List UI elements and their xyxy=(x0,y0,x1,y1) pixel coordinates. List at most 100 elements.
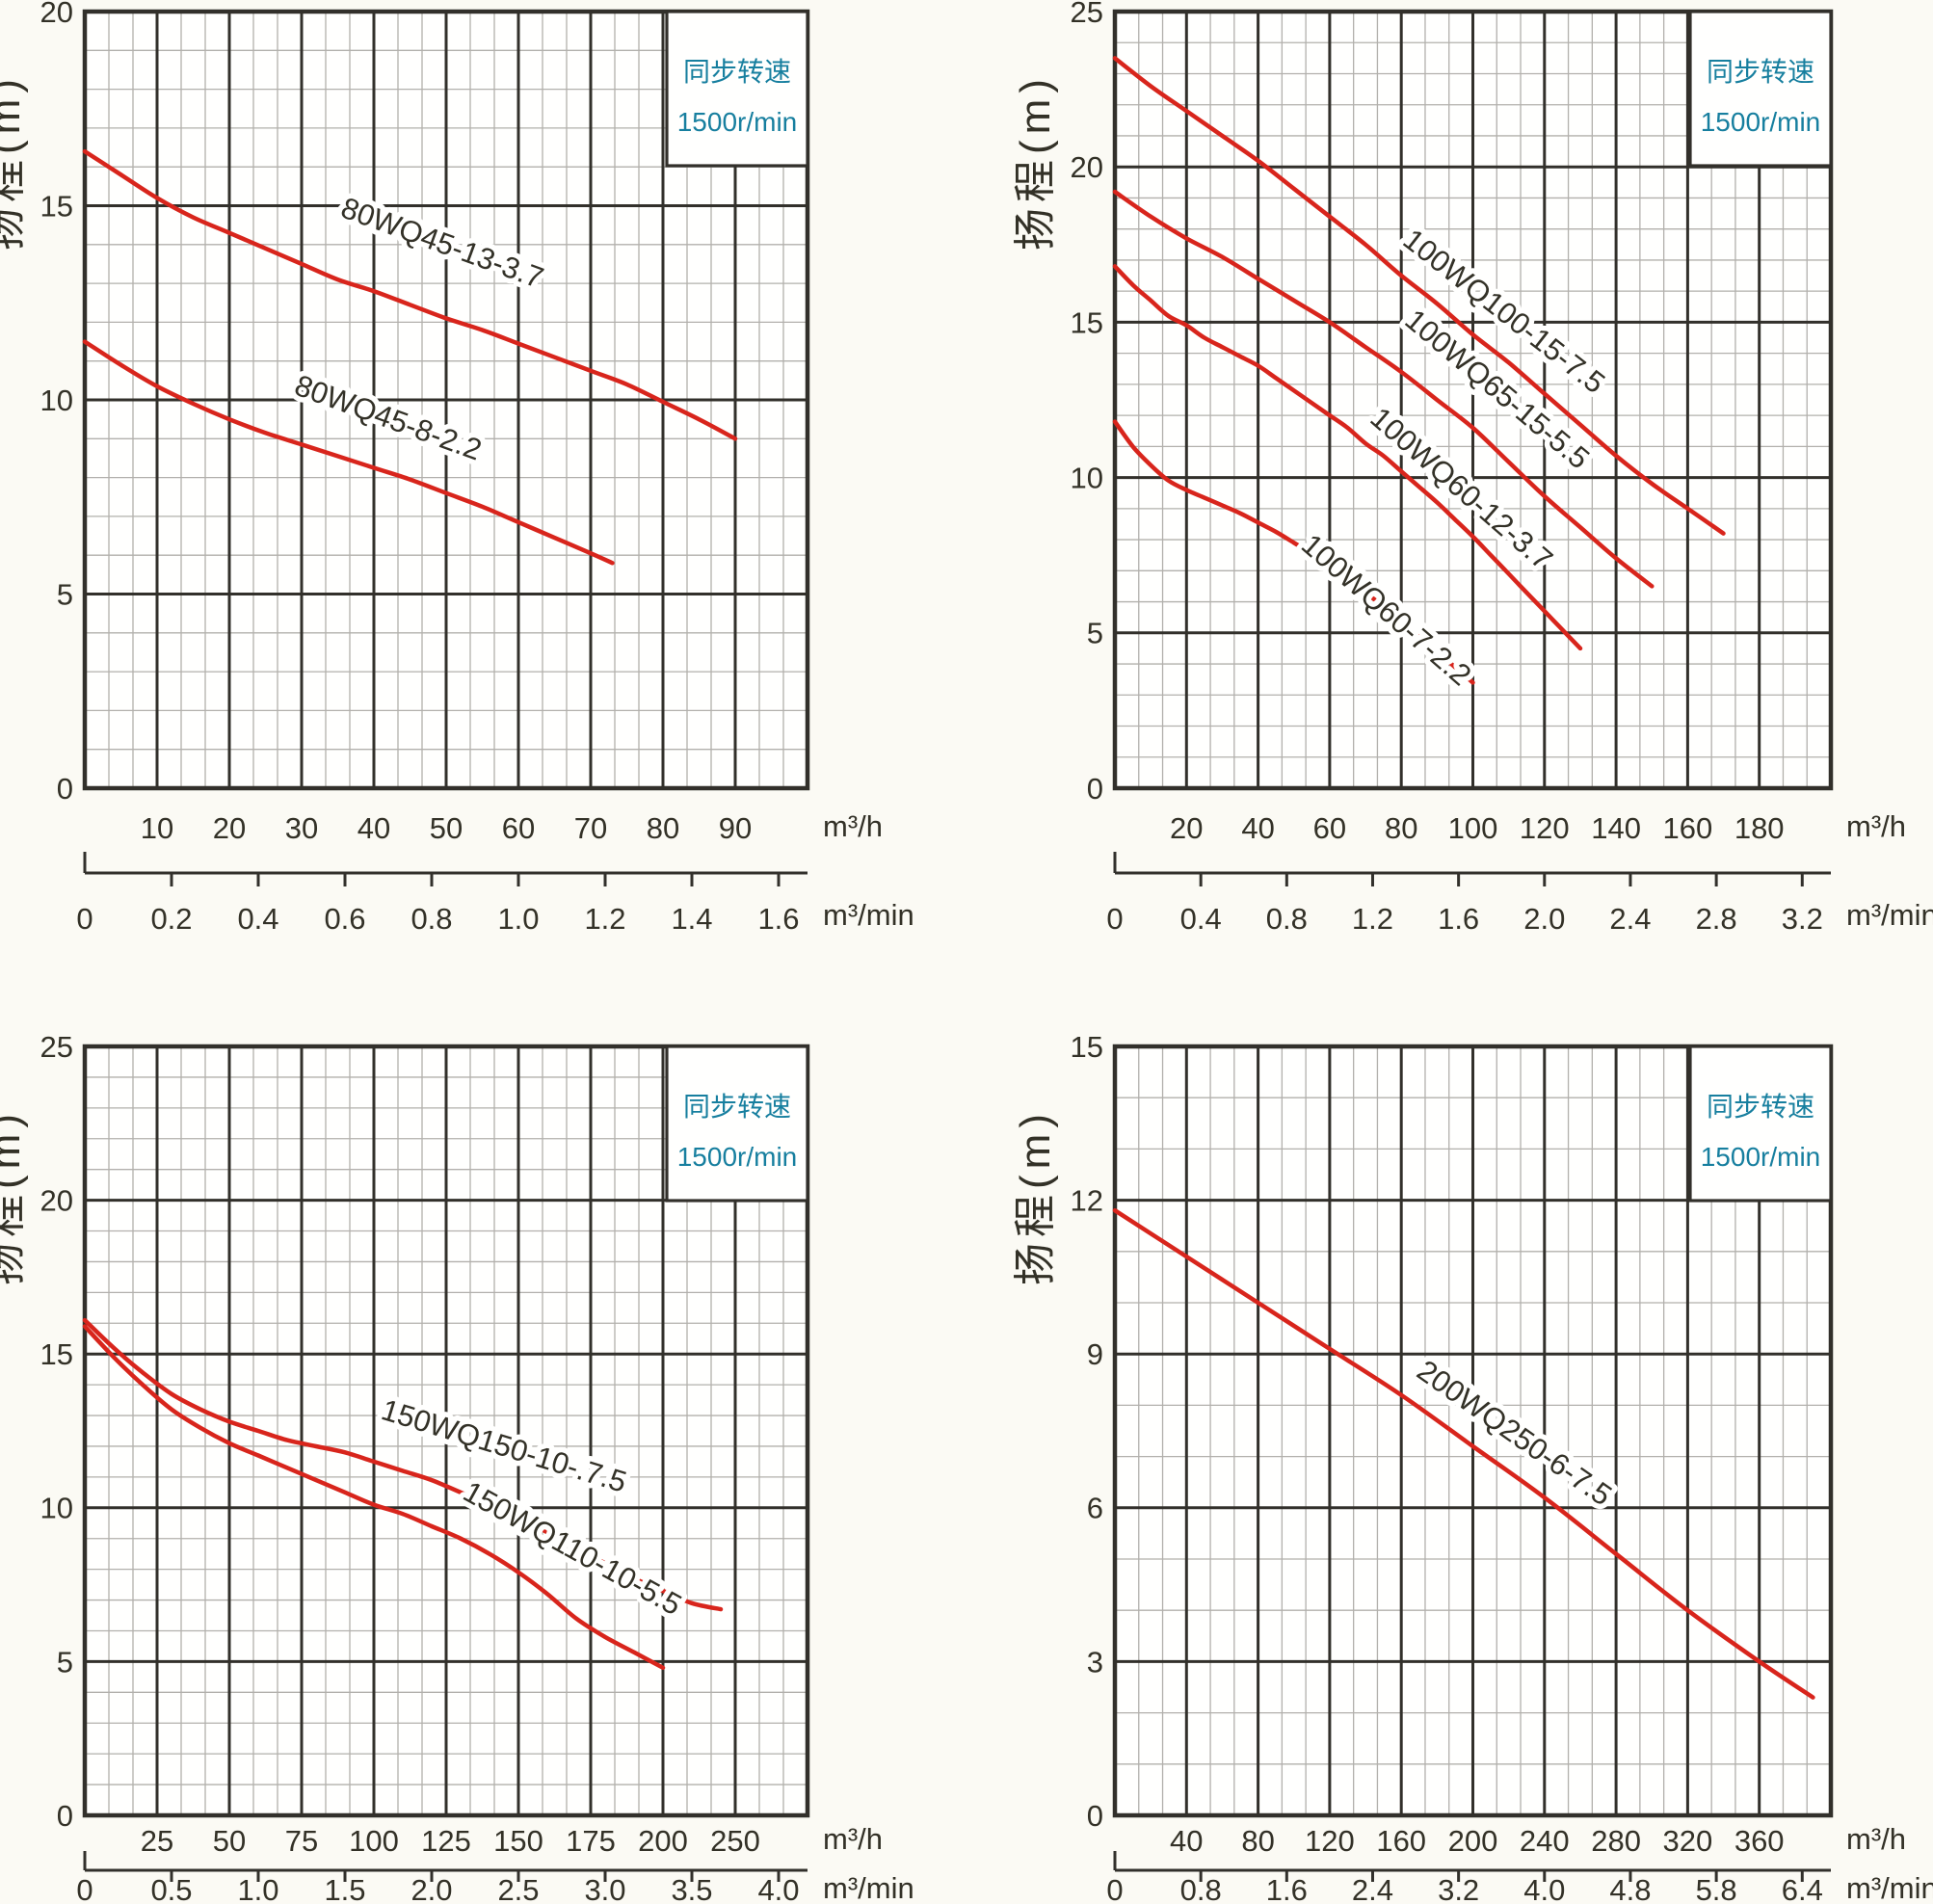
curve xyxy=(1112,419,1475,685)
y-tick-label: 5 xyxy=(57,1645,73,1679)
x-tick-label: 160 xyxy=(1663,811,1713,845)
x2-tick-label: 4.8 xyxy=(1609,1873,1651,1904)
y-tick-label: 0 xyxy=(57,1799,73,1833)
x2-tick-label: 2.8 xyxy=(1696,902,1737,936)
y-tick-label: 0 xyxy=(1087,772,1103,806)
x2-tick-label: 0 xyxy=(1106,1873,1123,1904)
y-tick-label: 15 xyxy=(40,1337,73,1371)
x2-tick-label: 0.8 xyxy=(410,902,452,936)
plot-border xyxy=(82,1044,810,1818)
y-tick-label: 15 xyxy=(1071,305,1103,339)
x-tick-label: 20 xyxy=(213,811,246,845)
plot-border xyxy=(1112,9,1834,791)
y-tick-label: 20 xyxy=(1071,150,1103,184)
grid-major xyxy=(1113,1045,1833,1817)
x-tick-label: 70 xyxy=(574,811,607,845)
curve xyxy=(82,1317,724,1612)
x2-tick-label: 4.0 xyxy=(1523,1873,1565,1904)
unit-m3min-label: m³/min xyxy=(823,898,914,932)
legend-line2: 1500r/min xyxy=(1701,107,1821,137)
y-tick-label: 12 xyxy=(1071,1183,1103,1217)
y-tick-label: 25 xyxy=(40,1030,73,1064)
x2-tick-label: 0.6 xyxy=(324,902,365,936)
y-tick-label: 15 xyxy=(1071,1030,1103,1064)
x2-tick-label: 3.5 xyxy=(671,1873,712,1904)
x-tick-label: 50 xyxy=(213,1824,246,1858)
unit-m3min-label: m³/min xyxy=(1846,1871,1933,1904)
x-tick-label: 360 xyxy=(1734,1824,1785,1858)
unit-m3h-label: m³/h xyxy=(1846,809,1906,843)
unit-m3h-label: m³/h xyxy=(823,809,883,843)
x2-axis xyxy=(83,1851,808,1882)
x-tick-label: 40 xyxy=(1241,811,1274,845)
unit-m3min-label: m³/min xyxy=(823,1871,914,1904)
y-tick-label: 15 xyxy=(40,189,73,223)
x2-tick-label: 1.6 xyxy=(1438,902,1479,936)
curve xyxy=(82,339,615,566)
x2-tick-label: 0 xyxy=(76,902,93,936)
y-tick-label: 10 xyxy=(40,383,73,417)
legend-line1: 同步转速 xyxy=(683,1092,791,1122)
legend-line1: 同步转速 xyxy=(1707,1092,1814,1122)
x2-tick-label: 2.4 xyxy=(1609,902,1651,936)
x2-tick-label: 0.5 xyxy=(150,1873,192,1904)
x-tick-label: 40 xyxy=(357,811,390,845)
x-tick-label: 30 xyxy=(285,811,318,845)
x-tick-label: 80 xyxy=(1385,811,1417,845)
y-tick-label: 20 xyxy=(40,1183,73,1217)
y-axis-title: 扬程(m) xyxy=(1012,73,1059,251)
x-tick-label: 80 xyxy=(1241,1824,1274,1858)
chart-bottom-left: 同步转速1500r/min150WQ150-10-.7.5150WQ110-10… xyxy=(0,1030,914,1904)
x2-tick-label: 0.4 xyxy=(237,902,278,936)
legend-box xyxy=(1688,10,1833,168)
x2-tick-label: 1.2 xyxy=(584,902,625,936)
x-tick-label: 100 xyxy=(349,1824,399,1858)
y-tick-label: 10 xyxy=(1071,461,1103,494)
x2-tick-label: 4.0 xyxy=(757,1873,799,1904)
x-tick-label: 320 xyxy=(1663,1824,1713,1858)
y-axis-title: 扬程(m) xyxy=(0,1108,29,1285)
y-tick-label: 5 xyxy=(57,577,73,611)
x2-tick-label: 2.0 xyxy=(410,1873,452,1904)
x2-tick-label: 3.2 xyxy=(1438,1873,1479,1904)
y-tick-label: 6 xyxy=(1087,1492,1103,1525)
x-tick-label: 90 xyxy=(719,811,752,845)
legend-line2: 1500r/min xyxy=(1701,1142,1821,1172)
x2-tick-label: 0.8 xyxy=(1266,902,1308,936)
x2-tick-label: 0.2 xyxy=(150,902,192,936)
x-tick-label: 40 xyxy=(1170,1824,1203,1858)
curve xyxy=(82,148,738,441)
y-tick-label: 20 xyxy=(40,0,73,29)
x-tick-label: 250 xyxy=(710,1824,760,1858)
y-tick-label: 3 xyxy=(1087,1645,1103,1679)
x2-tick-label: 1.6 xyxy=(1266,1873,1308,1904)
curve xyxy=(1112,56,1726,536)
y-tick-label: 5 xyxy=(1087,617,1103,650)
y-tick-label: 25 xyxy=(1071,0,1103,29)
x-tick-label: 60 xyxy=(1313,811,1346,845)
x-tick-label: 140 xyxy=(1591,811,1641,845)
x-tick-label: 75 xyxy=(285,1824,318,1858)
x-tick-label: 20 xyxy=(1170,811,1203,845)
x2-tick-label: 1.6 xyxy=(757,902,799,936)
x-tick-label: 10 xyxy=(141,811,173,845)
x2-axis xyxy=(1113,1851,1831,1882)
x2-tick-label: 1.4 xyxy=(671,902,712,936)
x-tick-label: 25 xyxy=(141,1824,173,1858)
x-tick-label: 100 xyxy=(1448,811,1498,845)
y-tick-label: 10 xyxy=(40,1492,73,1525)
x-tick-label: 200 xyxy=(1448,1824,1498,1858)
x2-tick-label: 1.0 xyxy=(237,1873,278,1904)
x2-tick-label: 2.5 xyxy=(497,1873,539,1904)
x2-axis xyxy=(1113,852,1831,886)
x-tick-label: 150 xyxy=(493,1824,543,1858)
x-tick-label: 80 xyxy=(647,811,679,845)
x2-axis xyxy=(83,852,808,886)
chart-top-left: 同步转速1500r/min80WQ45-13-3.780WQ45-8-2.220… xyxy=(0,0,914,936)
x-tick-label: 175 xyxy=(566,1824,616,1858)
legend-line2: 1500r/min xyxy=(677,1142,798,1172)
x-tick-label: 60 xyxy=(502,811,535,845)
